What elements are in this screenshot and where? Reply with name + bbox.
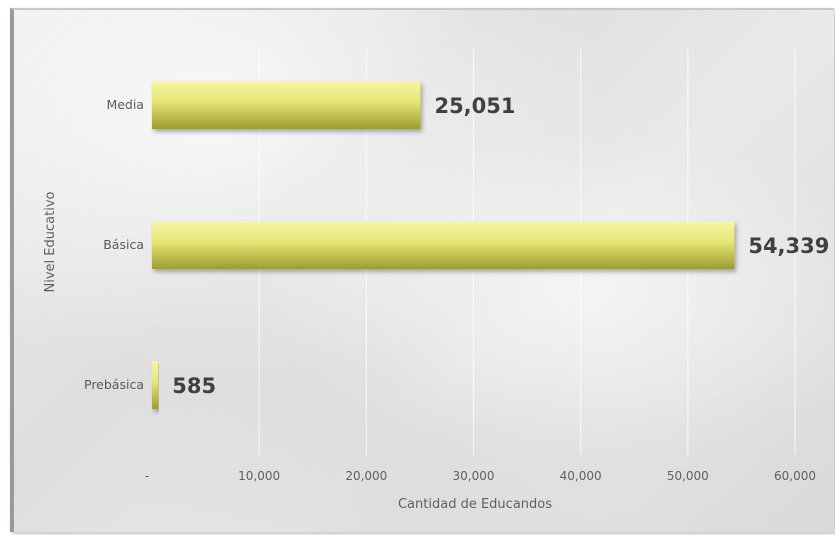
data-labels: 25,051 54,339 585 bbox=[172, 94, 829, 398]
y-tick-labels: Media Básica Prebásica bbox=[84, 97, 144, 392]
data-label: 585 bbox=[172, 374, 216, 398]
bars bbox=[152, 81, 735, 409]
category-label: Prebásica bbox=[84, 377, 144, 392]
x-tick-label: 30,000 bbox=[453, 469, 495, 483]
x-tick-label: - bbox=[145, 469, 149, 483]
bar bbox=[152, 81, 421, 129]
category-label: Básica bbox=[103, 237, 144, 252]
x-tick-label: 10,000 bbox=[238, 469, 280, 483]
bar bbox=[152, 361, 159, 409]
y-axis-title: Nivel Educativo bbox=[43, 191, 58, 292]
x-tick-label: 40,000 bbox=[560, 469, 602, 483]
category-label: Media bbox=[106, 97, 144, 112]
data-label: 54,339 bbox=[748, 234, 829, 258]
x-tick-label: 60,000 bbox=[774, 469, 816, 483]
x-tick-label: 20,000 bbox=[345, 469, 387, 483]
bar bbox=[152, 221, 735, 269]
data-label: 25,051 bbox=[434, 94, 515, 118]
chart-area bbox=[10, 8, 834, 532]
x-tick-labels: - 10,000 20,000 30,000 40,000 50,000 60,000 bbox=[145, 469, 816, 483]
x-tick-label: 50,000 bbox=[667, 469, 709, 483]
x-axis-title: Cantidad de Educandos bbox=[398, 497, 552, 512]
